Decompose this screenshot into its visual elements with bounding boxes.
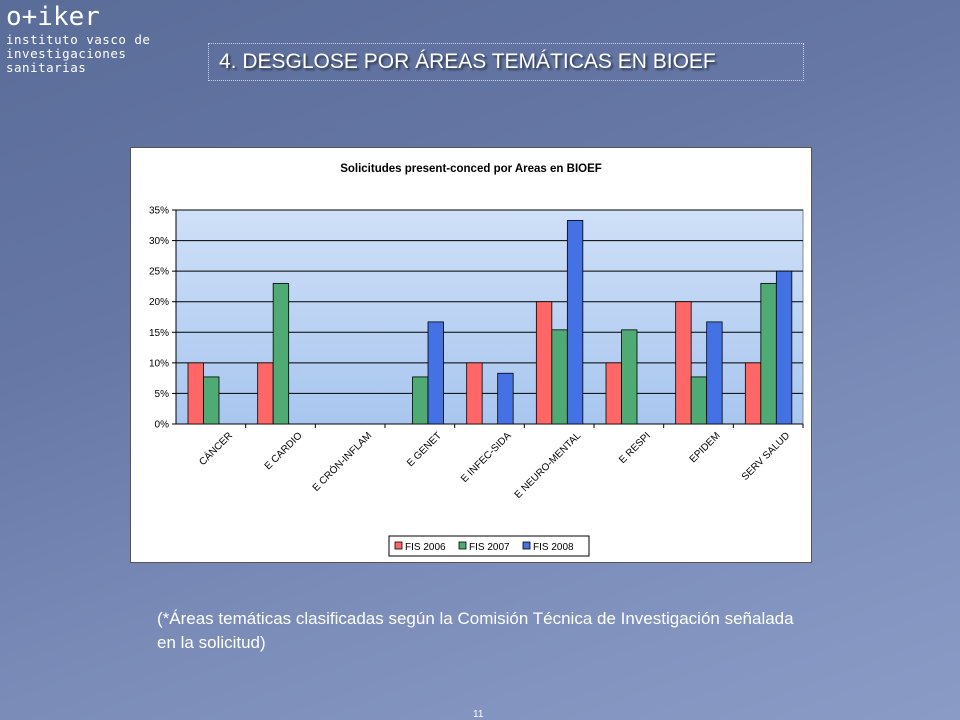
bar-chart: Solicitudes present-conced por Areas en … (149, 163, 804, 557)
chart-container: Solicitudes present-conced por Areas en … (130, 147, 812, 563)
category-label: EPIDEM (688, 430, 723, 465)
y-tick-label: 10% (149, 358, 169, 369)
bar-fis-2008 (706, 321, 723, 425)
category-label: SERV SALUD (740, 430, 792, 482)
legend-swatch (458, 541, 467, 550)
logo-wordmark: o+iker (6, 2, 100, 32)
logo: o+iker instituto vasco de investigacione… (6, 4, 150, 75)
category-label: CÁNCER (196, 429, 235, 468)
legend-label: FIS 2006 (405, 542, 446, 553)
bar-fis-2007 (690, 376, 708, 425)
category-label: E RESPI (617, 430, 653, 466)
legend-swatch (522, 541, 531, 550)
legend-label: FIS 2007 (469, 542, 510, 553)
y-tick-label: 15% (149, 328, 169, 339)
y-tick-label: 5% (155, 389, 170, 400)
bar-fis-2006 (744, 362, 762, 425)
y-tick-label: 0% (155, 420, 170, 431)
bar-fis-2008 (566, 219, 584, 425)
bar-fis-2006 (675, 301, 692, 425)
category-label: E INFEC-SIDA (459, 430, 514, 485)
y-tick-label: 35% (149, 206, 169, 217)
footnote: (*Áreas temáticas clasificadas según la … (157, 609, 794, 652)
bar-fis-2006 (466, 362, 483, 425)
y-tick-label: 25% (149, 267, 169, 278)
bar-fis-2007 (412, 376, 429, 425)
category-label: E CRÓN-INFLAM (309, 429, 374, 494)
bar-fis-2008 (497, 372, 514, 425)
logo-line-1: instituto vasco de (6, 32, 151, 47)
bar-fis-2006 (535, 301, 553, 425)
bar-fis-2007 (551, 329, 568, 425)
slide-title-box: 4. DESGLOSE POR ÁREAS TEMÁTICAS EN BIOEF (208, 43, 804, 81)
bar-fis-2006 (257, 362, 274, 425)
bar-fis-2007 (760, 282, 777, 425)
chart-title: Solicitudes present-conced por Areas en … (340, 163, 602, 175)
bar-fis-2007 (203, 376, 220, 425)
bar-fis-2008 (427, 321, 444, 425)
y-tick-label: 20% (149, 297, 169, 308)
bar-fis-2006 (605, 362, 622, 425)
category-label: E GENET (405, 430, 444, 469)
bar-fis-2006 (187, 362, 204, 425)
legend-label: FIS 2008 (533, 542, 574, 553)
bar-fis-2008 (775, 270, 793, 425)
y-tick-label: 30% (149, 236, 169, 247)
logo-line-3: sanitarias (6, 60, 87, 75)
category-label: E NEURO-MENTAL (513, 430, 584, 501)
legend-box (388, 535, 590, 557)
legend-swatch (394, 541, 403, 550)
page-number: 11 (473, 709, 484, 720)
bar-fis-2007 (272, 282, 290, 425)
bar-fis-2007 (621, 329, 638, 425)
category-label: E CARDIO (263, 430, 305, 472)
slide-title: 4. DESGLOSE POR ÁREAS TEMÁTICAS EN BIOEF (219, 50, 716, 73)
logo-line-2: investigaciones (6, 46, 127, 61)
